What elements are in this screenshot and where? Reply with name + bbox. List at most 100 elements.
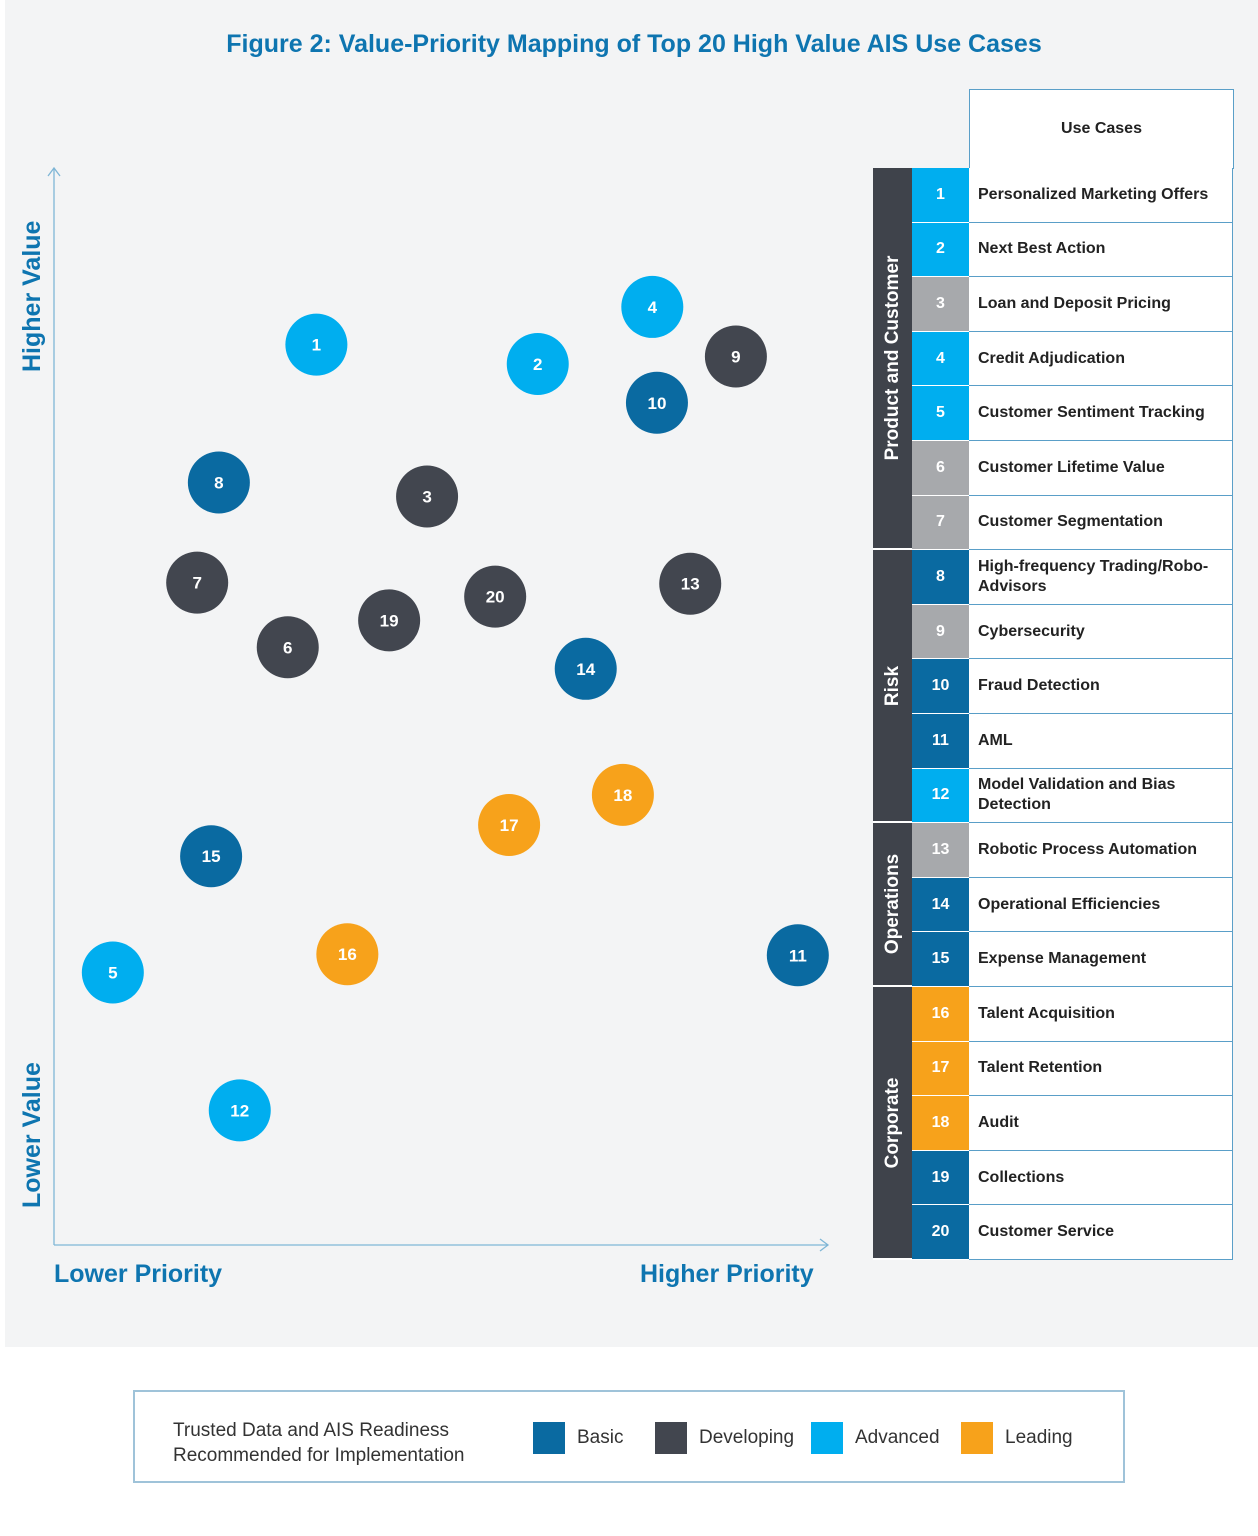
- row-number: 15: [912, 932, 969, 987]
- row-number: 12: [912, 768, 969, 824]
- point-label: 17: [500, 816, 519, 835]
- point-19: [358, 589, 421, 652]
- table-row: 13 Robotic Process Automation: [912, 823, 1233, 878]
- point-label: 13: [681, 575, 700, 594]
- table-row: 6 Customer Lifetime Value: [912, 441, 1233, 496]
- y-label-low: Lower Value: [18, 1062, 46, 1208]
- point-13: [659, 552, 722, 615]
- legend-swatch: [811, 1422, 843, 1454]
- point-label: 1: [312, 336, 321, 355]
- legend-title: Trusted Data and AIS Readiness Recommend…: [173, 1418, 464, 1468]
- row-label: Robotic Process Automation: [969, 823, 1233, 878]
- point-11: [766, 924, 829, 987]
- row-number: 20: [912, 1205, 969, 1260]
- row-number: 1: [912, 168, 969, 223]
- table-row: 3 Loan and Deposit Pricing: [912, 277, 1233, 332]
- row-label: Fraud Detection: [969, 659, 1233, 714]
- category-label: Risk: [881, 665, 903, 706]
- table-row: 11 AML: [912, 714, 1233, 769]
- point-18: [591, 763, 654, 826]
- table-row: 16 Talent Acquisition: [912, 987, 1233, 1042]
- row-label: Talent Retention: [969, 1041, 1233, 1097]
- point-1: [285, 313, 348, 376]
- row-number: 9: [912, 604, 969, 660]
- row-label: AML: [969, 714, 1233, 769]
- row-label: Audit: [969, 1096, 1233, 1151]
- table-row: 18 Audit: [912, 1096, 1233, 1151]
- x-label-low: Lower Priority: [54, 1260, 223, 1288]
- table-row: 8 High-frequency Trading/Robo-Advisors: [912, 550, 1233, 605]
- point-7: [166, 551, 229, 614]
- table-row: 19 Collections: [912, 1150, 1233, 1206]
- point-3: [396, 465, 459, 528]
- row-label: Collections: [969, 1150, 1233, 1206]
- point-label: 14: [576, 660, 595, 679]
- point-label: 20: [486, 588, 505, 607]
- table-row: 1 Personalized Marketing Offers: [912, 168, 1233, 223]
- table-row: 7 Customer Segmentation: [912, 495, 1233, 551]
- point-6: [256, 616, 319, 679]
- legend-item-leading: Leading: [961, 1422, 1073, 1454]
- point-2: [506, 333, 569, 396]
- legend-title-line1: Trusted Data and AIS Readiness: [173, 1420, 450, 1441]
- point-14: [554, 637, 617, 700]
- row-label: Customer Segmentation: [969, 495, 1233, 551]
- row-number: 14: [912, 877, 969, 933]
- legend-item-basic: Basic: [533, 1422, 623, 1454]
- row-label: Next Best Action: [969, 222, 1233, 278]
- row-label: High-frequency Trading/Robo-Advisors: [969, 550, 1233, 605]
- row-number: 2: [912, 222, 969, 278]
- category-risk: Risk: [873, 550, 912, 824]
- row-label: Model Validation and Bias Detection: [969, 768, 1233, 824]
- row-label: Customer Lifetime Value: [969, 441, 1233, 496]
- point-20: [464, 565, 527, 628]
- row-number: 19: [912, 1150, 969, 1206]
- table-row: 4 Credit Adjudication: [912, 331, 1233, 387]
- point-label: 3: [422, 487, 431, 506]
- table-row: 12 Model Validation and Bias Detection: [912, 768, 1233, 824]
- point-label: 15: [202, 847, 221, 866]
- x-label-high: Higher Priority: [640, 1260, 814, 1288]
- legend-label: Basic: [577, 1427, 624, 1448]
- legend-swatch: [533, 1422, 565, 1454]
- point-16: [316, 923, 379, 986]
- point-label: 16: [338, 945, 357, 964]
- legend-item-developing: Developing: [655, 1422, 794, 1454]
- table-row: 5 Customer Sentiment Tracking: [912, 386, 1233, 441]
- legend-label: Developing: [699, 1427, 795, 1448]
- table-row: 14 Operational Efficiencies: [912, 877, 1233, 933]
- row-number: 4: [912, 331, 969, 387]
- y-label-high: Higher Value: [18, 220, 46, 372]
- row-label: Cybersecurity: [969, 604, 1233, 660]
- row-label: Loan and Deposit Pricing: [969, 277, 1233, 332]
- row-number: 16: [912, 987, 969, 1042]
- table-row: 10 Fraud Detection: [912, 659, 1233, 714]
- point-label: 8: [214, 473, 223, 492]
- table-row: 17 Talent Retention: [912, 1041, 1233, 1097]
- legend-label: Advanced: [855, 1427, 940, 1448]
- point-label: 18: [613, 786, 632, 805]
- legend-label: Leading: [1005, 1427, 1073, 1448]
- point-label: 6: [283, 638, 292, 657]
- legend: Trusted Data and AIS Readiness Recommend…: [133, 1390, 1125, 1483]
- y-axis-arrow: [47, 166, 61, 177]
- table-row: 15 Expense Management: [912, 932, 1233, 987]
- category-operations: Operations: [873, 823, 912, 987]
- legend-title-line2: Recommended for Implementation: [173, 1445, 465, 1466]
- point-label: 9: [731, 347, 740, 366]
- point-label: 10: [647, 394, 666, 413]
- row-label: Talent Acquisition: [969, 987, 1233, 1042]
- x-axis-arrow: [819, 1238, 830, 1252]
- row-label: Operational Efficiencies: [969, 877, 1233, 933]
- row-label: Credit Adjudication: [969, 331, 1233, 387]
- row-number: 8: [912, 550, 969, 605]
- category-product-and-customer: Product and Customer: [873, 168, 912, 551]
- row-number: 7: [912, 495, 969, 551]
- table-row: 2 Next Best Action: [912, 222, 1233, 278]
- point-15: [180, 825, 243, 888]
- row-label: Customer Service: [969, 1205, 1233, 1260]
- row-number: 5: [912, 386, 969, 441]
- point-9: [704, 325, 767, 388]
- point-5: [81, 941, 144, 1004]
